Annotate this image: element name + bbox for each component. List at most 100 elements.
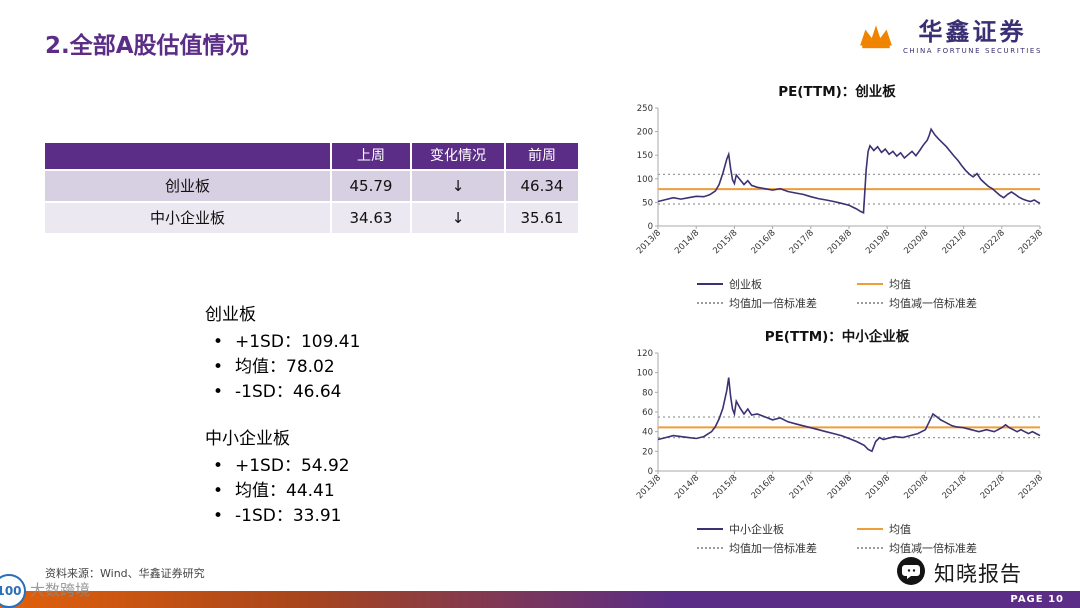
bottom-bar [0, 591, 1080, 608]
legend-item: 创业板 [697, 276, 817, 292]
brand-logo: 华鑫证券 CHINA FORTUNE SECURITIES [858, 18, 1042, 56]
svg-text:2023/8: 2023/8 [1017, 228, 1045, 256]
row-name: 创业板 [45, 171, 330, 201]
svg-text:50: 50 [642, 198, 653, 208]
table-row: 中小企业板 34.63 ↓ 35.61 [45, 203, 578, 233]
svg-text:2019/8: 2019/8 [864, 473, 892, 501]
source-note: 资料来源：Wind、华鑫证券研究 [45, 567, 205, 580]
row-change-arrow: ↓ [412, 171, 504, 201]
valuation-table: 上周 变化情况 前周 创业板 45.79 ↓ 46.34 中小企业板 34.63… [45, 143, 578, 235]
row-prevweek: 46.34 [506, 171, 578, 201]
svg-text:2016/8: 2016/8 [750, 473, 778, 501]
svg-text:2015/8: 2015/8 [711, 228, 739, 256]
legend-item: 均值加一倍标准差 [697, 295, 817, 311]
page-title: 2.全部A股估值情况 [45, 33, 249, 59]
series-line-swatch [697, 283, 723, 285]
svg-text:2022/8: 2022/8 [979, 473, 1007, 501]
svg-text:2014/8: 2014/8 [673, 228, 701, 256]
legend-item: 均值减一倍标准差 [857, 295, 977, 311]
svg-text:2020/8: 2020/8 [902, 473, 930, 501]
svg-text:100: 100 [637, 175, 653, 185]
stats-group-zhongxiao: 中小企业板 +1SD：54.92 均值：44.41 -1SD：33.91 [205, 427, 360, 529]
svg-text:250: 250 [637, 104, 653, 114]
svg-text:2022/8: 2022/8 [979, 228, 1007, 256]
svg-text:2021/8: 2021/8 [941, 228, 969, 256]
legend-label: 中小企业板 [729, 523, 784, 536]
chart-legend: 创业板 均值 均值加一倍标准差 均值减一倍标准差 [612, 276, 1062, 311]
svg-text:2015/8: 2015/8 [711, 473, 739, 501]
pe-chart-chuangyeban-svg: 0 50 100 150 200 250 2013/8 2014/8 2015/8 2016/8 2… [635, 104, 1045, 256]
chart-legend: 中小企业板 均值 均值加一倍标准差 均值减一倍标准差 [612, 521, 1062, 556]
svg-text:200: 200 [637, 128, 653, 138]
chart-title: PE(TTM)：创业板 [778, 84, 896, 100]
svg-text:2013/8: 2013/8 [635, 228, 663, 256]
page-number: PAGE 10 [1010, 594, 1064, 605]
legend-item: 均值减一倍标准差 [857, 540, 977, 556]
plus-sd-line-swatch [697, 302, 723, 304]
legend-label: 均值加一倍标准差 [729, 542, 817, 555]
table-header-blank [45, 143, 330, 169]
table-header-lastweek: 上周 [332, 143, 410, 169]
legend-label: 均值 [889, 523, 911, 536]
svg-text:120: 120 [637, 349, 653, 359]
table-header-row: 上周 变化情况 前周 [45, 143, 578, 169]
table-header-prevweek: 前周 [506, 143, 578, 169]
legend-label: 均值减一倍标准差 [889, 542, 977, 555]
brand-subtitle: CHINA FORTUNE SECURITIES [902, 47, 1042, 56]
legend-label: 创业板 [729, 278, 762, 291]
minus-sd-line-swatch [857, 302, 883, 304]
svg-text:2020/8: 2020/8 [902, 228, 930, 256]
svg-text:20: 20 [642, 447, 653, 457]
stats-title: 创业板 [205, 305, 256, 325]
svg-text:40: 40 [642, 428, 653, 438]
stat-item: +1SD：109.41 [205, 330, 360, 355]
svg-text:2014/8: 2014/8 [673, 473, 701, 501]
pe-chart-zhongxiao-svg: 0 20 40 60 80 100 120 2013/8 2014/8 2015/8 2016/8 2… [635, 349, 1045, 501]
plus-sd-line-swatch [697, 547, 723, 549]
svg-text:2023/8: 2023/8 [1017, 473, 1045, 501]
row-lastweek: 34.63 [332, 203, 410, 233]
row-change-arrow: ↓ [412, 203, 504, 233]
chart-zhongxiao: PE(TTM)：中小企业板 0 20 40 60 80 100 120 2013/8 2014/… [612, 325, 1062, 556]
stats-title: 中小企业板 [205, 429, 290, 449]
stat-item: 均值：78.02 [205, 355, 360, 380]
stats-group-chuangyeban: 创业板 +1SD：109.41 均值：78.02 -1SD：46.64 [205, 303, 360, 405]
badge-100-logo: 100 [0, 574, 26, 608]
svg-text:2017/8: 2017/8 [788, 228, 816, 256]
minus-sd-line-swatch [857, 547, 883, 549]
svg-text:2013/8: 2013/8 [635, 473, 663, 501]
chart-title: PE(TTM)：中小企业板 [764, 329, 910, 345]
svg-text:2021/8: 2021/8 [941, 473, 969, 501]
legend-item: 均值 [857, 521, 977, 537]
charts-column: PE(TTM)：创业板 0 50 100 150 200 250 2013/8 2014/8 2… [612, 80, 1062, 570]
svg-text:2019/8: 2019/8 [864, 228, 892, 256]
stats-block: 创业板 +1SD：109.41 均值：78.02 -1SD：46.64 中小企业… [205, 303, 360, 551]
row-name: 中小企业板 [45, 203, 330, 233]
svg-text:0: 0 [648, 222, 653, 232]
stat-item: -1SD：46.64 [205, 380, 360, 405]
svg-text:2018/8: 2018/8 [826, 228, 854, 256]
stat-item: +1SD：54.92 [205, 454, 360, 479]
legend-item: 中小企业板 [697, 521, 817, 537]
svg-text:0: 0 [648, 467, 653, 477]
row-prevweek: 35.61 [506, 203, 578, 233]
row-lastweek: 45.79 [332, 171, 410, 201]
legend-item: 均值加一倍标准差 [697, 540, 817, 556]
legend-label: 均值 [889, 278, 911, 291]
svg-text:2017/8: 2017/8 [788, 473, 816, 501]
watermark-left-label: 大数跨境 [30, 580, 91, 599]
table-header-change: 变化情况 [412, 143, 504, 169]
mean-line-swatch [857, 528, 883, 530]
legend-label: 均值加一倍标准差 [729, 297, 817, 310]
mean-line-swatch [857, 283, 883, 285]
table-row: 创业板 45.79 ↓ 46.34 [45, 171, 578, 201]
watermark-right: 知晓报告 [896, 556, 1022, 590]
stat-item: 均值：44.41 [205, 479, 360, 504]
brand-crown-icon [858, 22, 894, 54]
svg-text:2016/8: 2016/8 [750, 228, 778, 256]
stat-item: -1SD：33.91 [205, 504, 360, 529]
chart-chuangyeban: PE(TTM)：创业板 0 50 100 150 200 250 2013/8 2014/8 2… [612, 80, 1062, 311]
brand-name: 华鑫证券 [918, 18, 1027, 46]
legend-item: 均值 [857, 276, 977, 292]
